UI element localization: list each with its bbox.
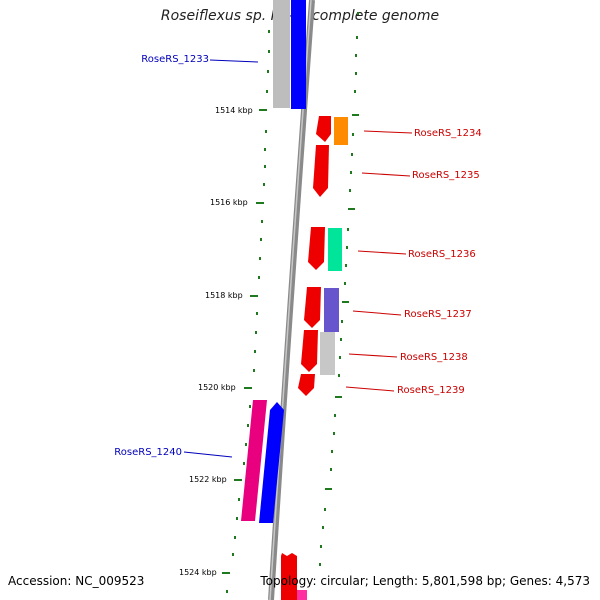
genome-summary-text: Topology: circular; Length: 5,801,598 bp…: [260, 574, 590, 588]
leader-rosers-1238: [348, 353, 398, 358]
leader-lines: [183, 59, 413, 458]
gene-label-rosers-1237[interactable]: RoseRS_1237: [404, 309, 472, 320]
gene-rosers-1235[interactable]: [313, 145, 329, 197]
leader-rosers-1235: [361, 172, 411, 177]
gene-rosers-1240b[interactable]: [259, 402, 284, 523]
tick-label-1522: 1522 kbp: [189, 475, 227, 484]
tick-label-1518: 1518 kbp: [205, 291, 243, 300]
gene-rosers-1234b[interactable]: [334, 117, 348, 145]
gene-bottom-pink[interactable]: [295, 590, 307, 600]
gene-label-rosers-1236[interactable]: RoseRS_1236: [408, 249, 476, 260]
gene-label-rosers-1240[interactable]: RoseRS_1240: [114, 447, 182, 458]
gene-rosers-1233[interactable]: [291, 0, 306, 109]
leader-rosers-1233: [209, 59, 259, 63]
gene-rosers-1236b[interactable]: [328, 228, 342, 271]
gene-rosers-1238b[interactable]: [320, 332, 335, 375]
reverse-genes: [281, 116, 348, 600]
tick-label-1516: 1516 kbp: [210, 198, 248, 207]
leader-rosers-1239: [345, 386, 395, 392]
gene-rosers-1236[interactable]: [308, 227, 325, 270]
leader-rosers-1234: [363, 130, 413, 134]
tick-label-1514: 1514 kbp: [215, 106, 253, 115]
inner-tick-dots: [226, 30, 270, 593]
gene-label-rosers-1235[interactable]: RoseRS_1235: [412, 170, 480, 181]
gene-label-rosers-1238[interactable]: RoseRS_1238: [400, 352, 468, 363]
leader-rosers-1237: [352, 310, 402, 316]
tick-label-1524: 1524 kbp: [179, 568, 217, 577]
outer-tick-dots: [319, 12, 359, 566]
gene-rosers-1237b[interactable]: [324, 288, 339, 332]
tick-label-1520: 1520 kbp: [198, 383, 236, 392]
forward-genes: [241, 0, 307, 600]
gene-rosers-1240[interactable]: [241, 400, 267, 521]
gene-rosers-1233-grey[interactable]: [273, 0, 290, 108]
gene-rosers-1234[interactable]: [316, 116, 331, 142]
major-ticks: [222, 109, 267, 574]
gene-rosers-1238[interactable]: [301, 330, 318, 372]
accession-text: Accession: NC_009523: [8, 574, 145, 588]
tick-labels: 1514 kbp 1516 kbp 1518 kbp 1520 kbp 1522…: [179, 106, 253, 577]
gene-rosers-1239[interactable]: [298, 374, 315, 396]
gene-label-rosers-1239[interactable]: RoseRS_1239: [397, 385, 465, 396]
gene-bottom-red[interactable]: [281, 553, 297, 600]
gene-labels: RoseRS_1233 RoseRS_1234 RoseRS_1235 Rose…: [114, 54, 481, 458]
gene-rosers-1237[interactable]: [304, 287, 321, 328]
gene-label-rosers-1233[interactable]: RoseRS_1233: [141, 54, 209, 65]
leader-rosers-1240: [183, 451, 233, 458]
leader-rosers-1236: [357, 250, 407, 255]
gene-label-rosers-1234[interactable]: RoseRS_1234: [414, 128, 482, 139]
